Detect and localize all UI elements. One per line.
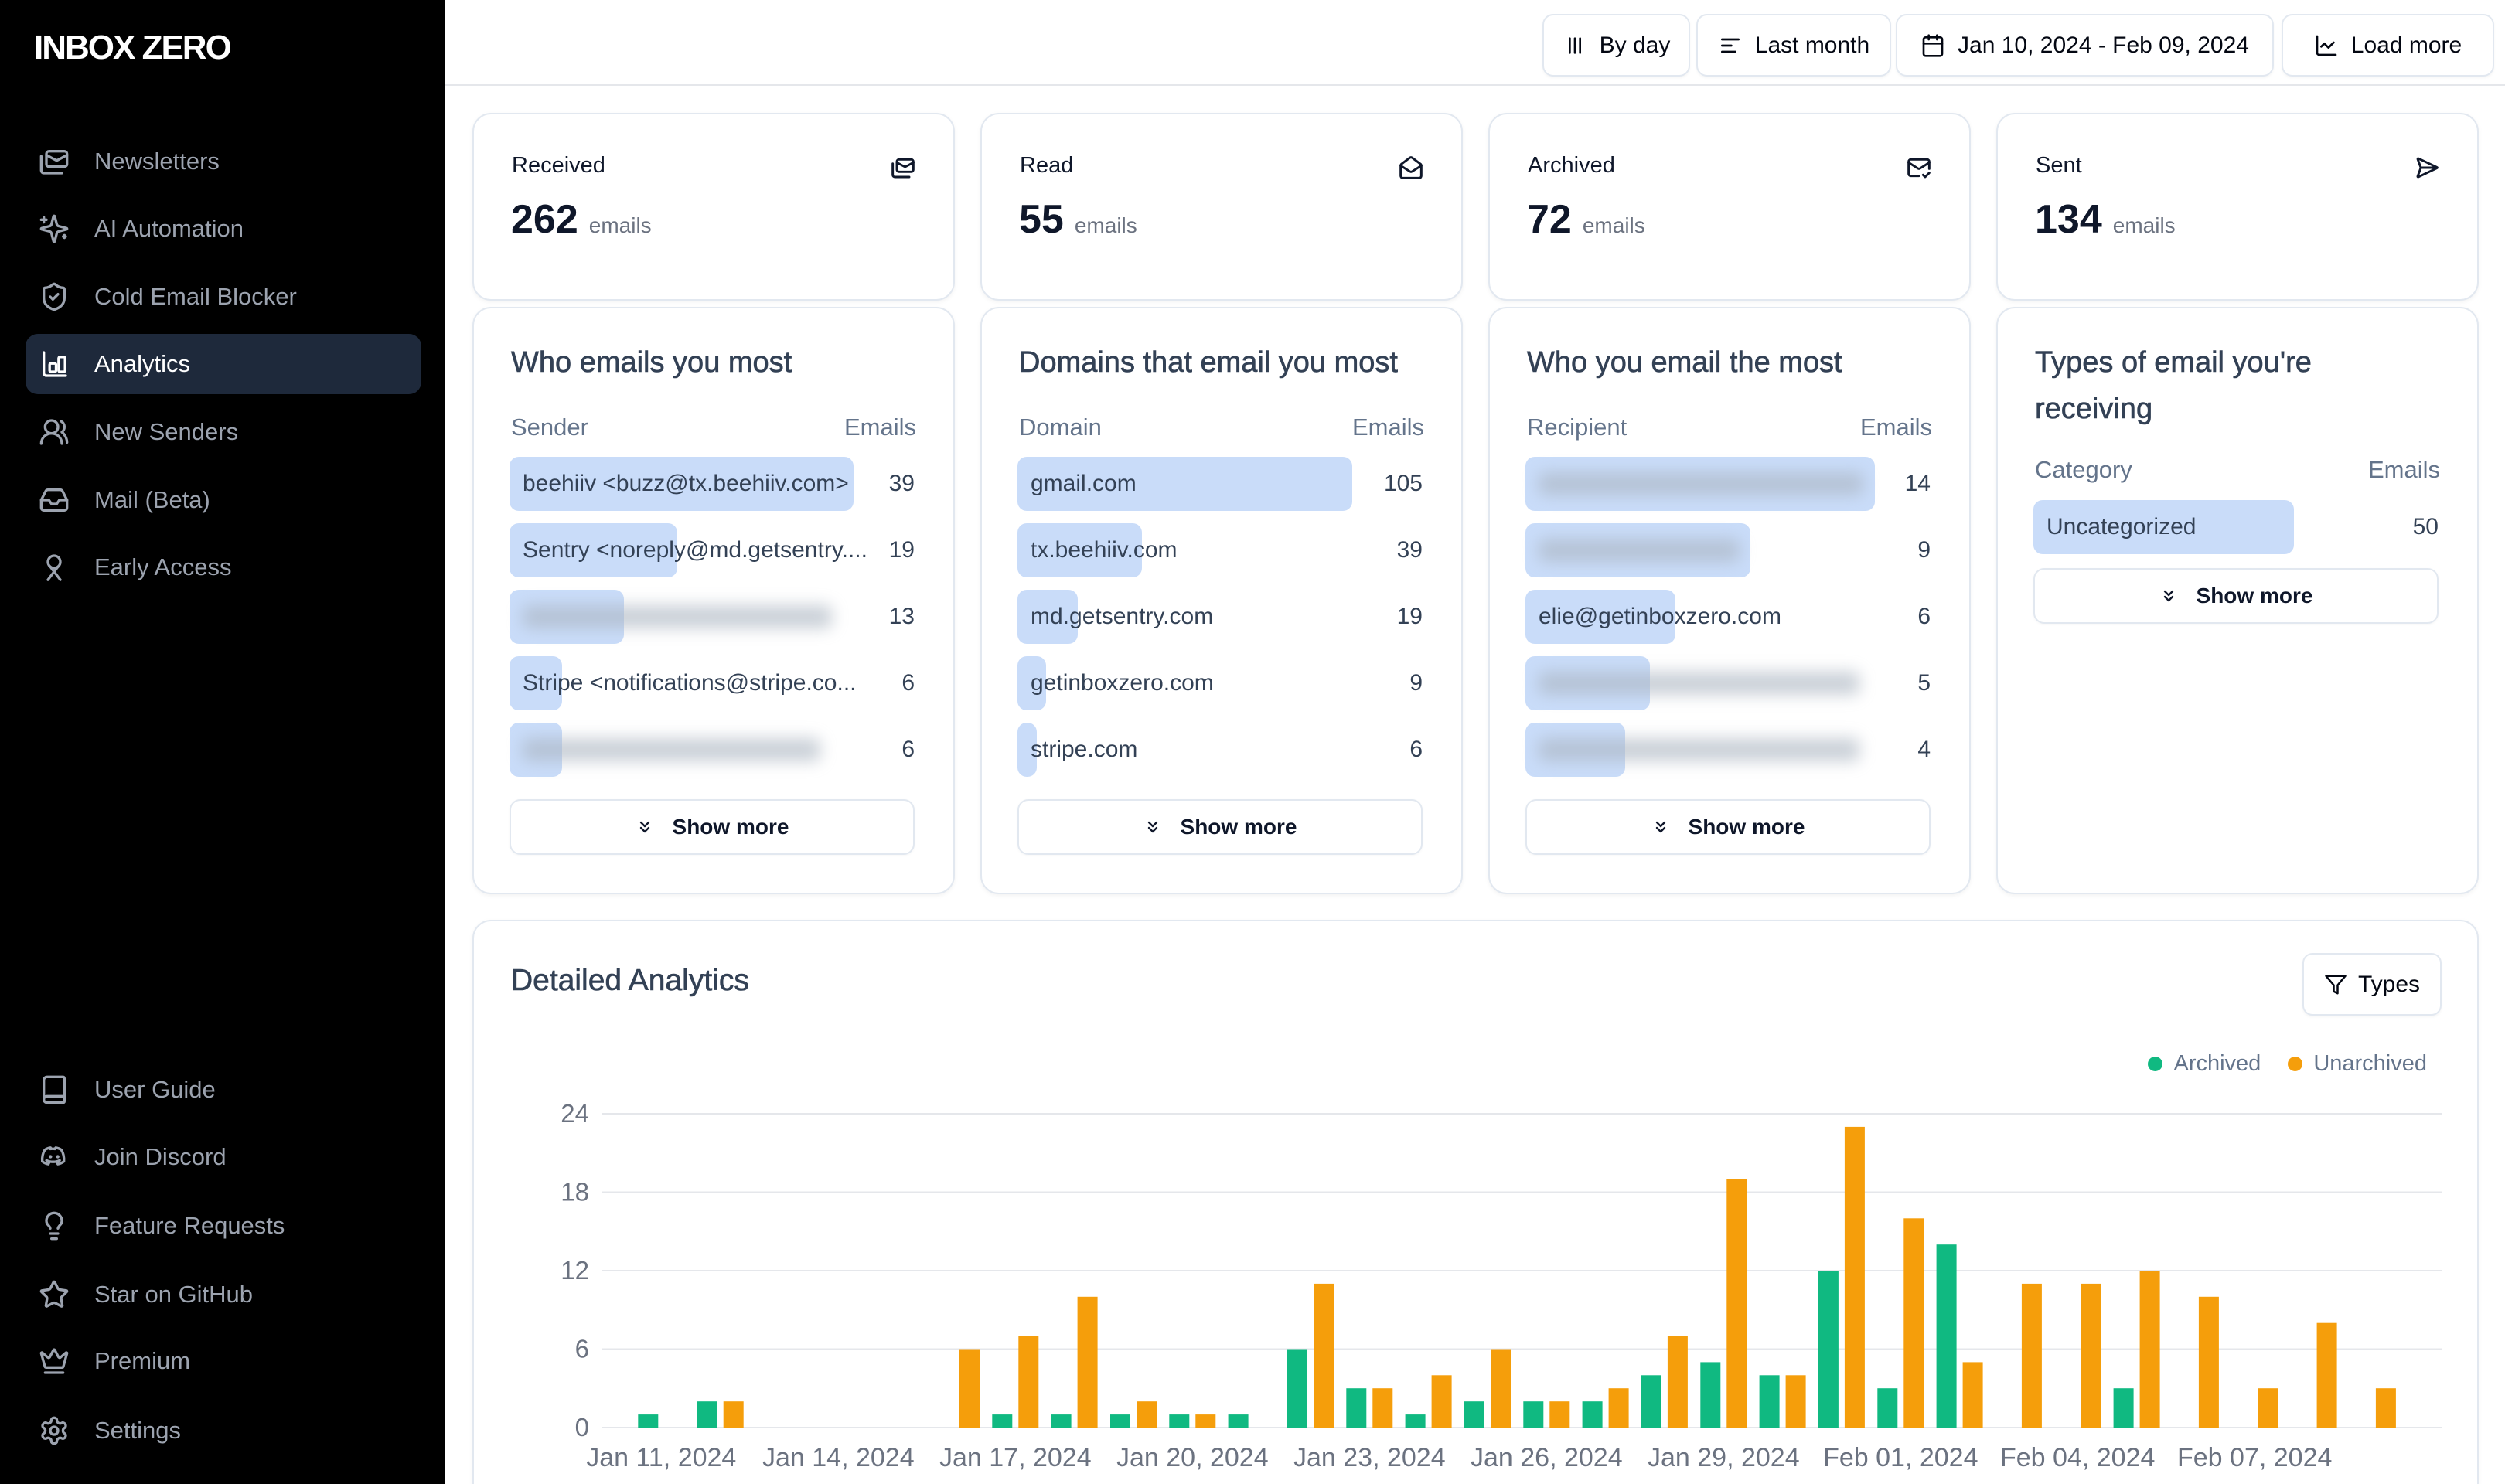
svg-text:Feb 01, 2024: Feb 01, 2024 xyxy=(1823,1443,1978,1472)
svg-text:Jan 14, 2024: Jan 14, 2024 xyxy=(762,1443,915,1472)
svg-text:12: 12 xyxy=(561,1256,589,1285)
svg-text:Jan 29, 2024: Jan 29, 2024 xyxy=(1648,1443,1800,1472)
svg-text:24: 24 xyxy=(561,1099,589,1128)
svg-text:Feb 07, 2024: Feb 07, 2024 xyxy=(2177,1443,2332,1472)
svg-text:Jan 11, 2024: Jan 11, 2024 xyxy=(586,1443,736,1472)
svg-text:0: 0 xyxy=(575,1413,589,1441)
svg-text:6: 6 xyxy=(575,1335,589,1363)
svg-text:18: 18 xyxy=(561,1178,589,1207)
svg-text:Jan 17, 2024: Jan 17, 2024 xyxy=(939,1443,1092,1472)
svg-text:Jan 20, 2024: Jan 20, 2024 xyxy=(1116,1443,1269,1472)
svg-text:Jan 26, 2024: Jan 26, 2024 xyxy=(1471,1443,1623,1472)
svg-text:Jan 23, 2024: Jan 23, 2024 xyxy=(1293,1443,1446,1472)
svg-text:Feb 04, 2024: Feb 04, 2024 xyxy=(2000,1443,2155,1472)
